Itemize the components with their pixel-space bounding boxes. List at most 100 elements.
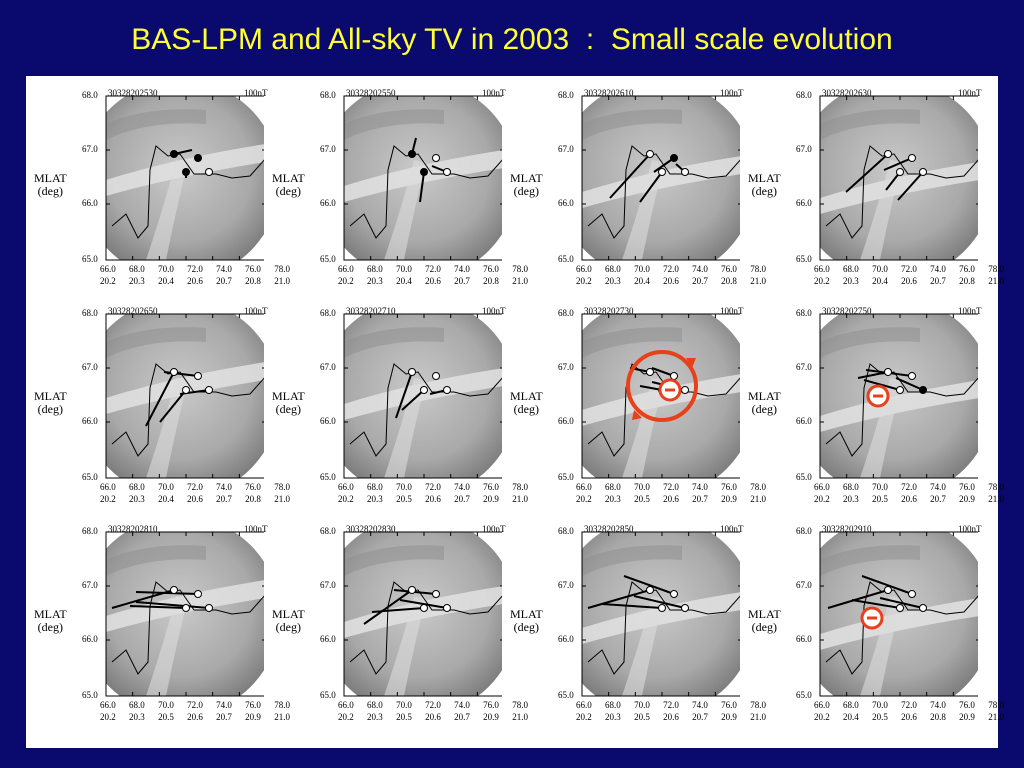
x-tick-label: 20.5 — [158, 712, 174, 722]
x-tick-label: 20.3 — [129, 276, 145, 286]
y-axis-label: MLAT (deg) — [272, 607, 305, 634]
x-tick-label: 78.0 — [988, 482, 1004, 492]
x-tick-label: 66.0 — [338, 700, 354, 710]
allsky-panel: 30328202750 100nT MLAT (deg) 68.0 67.0 66.0 65.… — [740, 298, 1004, 518]
x-tick-label: 74.0 — [216, 482, 232, 492]
x-tick-label: 72.0 — [425, 482, 441, 492]
x-tick-label: 76.0 — [721, 264, 737, 274]
station-marker — [908, 154, 916, 162]
y-tick-label: 68.0 — [82, 526, 98, 536]
station-marker — [432, 372, 440, 380]
panel-timestamp: 30328202910 — [822, 524, 872, 534]
x-tick-row-top: 66.0 68.0 70.0 72.0 74.0 76.0 78.0 — [100, 700, 290, 710]
x-tick-label: 68.0 — [129, 700, 145, 710]
station-marker — [194, 154, 202, 162]
y-tick-label: 66.0 — [558, 416, 574, 426]
x-tick-label: 70.0 — [634, 482, 650, 492]
x-tick-label: 20.9 — [721, 494, 737, 504]
x-tick-label: 20.9 — [959, 494, 975, 504]
y-tick-label: 68.0 — [796, 526, 812, 536]
x-tick-label: 20.6 — [425, 712, 441, 722]
x-tick-label: 76.0 — [721, 482, 737, 492]
y-axis-label: MLAT (deg) — [272, 171, 305, 198]
x-tick-label: 70.0 — [158, 482, 174, 492]
x-tick-label: 74.0 — [692, 700, 708, 710]
station-marker — [420, 604, 428, 612]
y-tick-label: 66.0 — [558, 198, 574, 208]
x-tick-label: 78.0 — [750, 482, 766, 492]
x-tick-label: 70.0 — [158, 700, 174, 710]
x-tick-label: 78.0 — [512, 264, 528, 274]
x-tick-row-bottom: 20.2 20.3 20.4 20.6 20.7 20.8 21.0 — [100, 276, 290, 286]
station-marker — [443, 168, 451, 176]
y-tick-label: 67.0 — [320, 144, 336, 154]
x-tick-label: 74.0 — [454, 700, 470, 710]
x-tick-label: 20.5 — [872, 712, 888, 722]
y-tick-label: 66.0 — [82, 198, 98, 208]
scale-label: 100nT — [482, 306, 506, 316]
x-tick-label: 20.7 — [216, 494, 232, 504]
scale-label: 100nT — [720, 524, 744, 534]
x-tick-label: 21.0 — [988, 712, 1004, 722]
x-tick-row-bottom: 20.2 20.3 20.5 20.6 20.7 20.9 21.0 — [100, 712, 290, 722]
station-marker — [408, 586, 416, 594]
x-tick-row-top: 66.0 68.0 70.0 72.0 74.0 76.0 78.0 — [576, 482, 766, 492]
station-marker — [919, 386, 927, 394]
x-tick-label: 78.0 — [512, 700, 528, 710]
x-tick-label: 20.3 — [129, 712, 145, 722]
allsky-panel: 30328202830 100nT MLAT (deg) 68.0 67.0 66.0 65.… — [264, 516, 528, 736]
x-tick-label: 72.0 — [663, 700, 679, 710]
x-tick-label: 68.0 — [843, 264, 859, 274]
allsky-panel: 30328202850 100nT MLAT (deg) 68.0 67.0 66.0 65.… — [502, 516, 766, 736]
allsky-panel: 30328202710 100nT MLAT (deg) 68.0 67.0 66.0 65.… — [264, 298, 528, 518]
x-tick-label: 78.0 — [750, 700, 766, 710]
x-tick-row-top: 66.0 68.0 70.0 72.0 74.0 76.0 78.0 — [814, 700, 1004, 710]
y-tick-label: 67.0 — [558, 144, 574, 154]
x-tick-label: 20.9 — [959, 712, 975, 722]
x-tick-label: 66.0 — [814, 700, 830, 710]
x-tick-label: 72.0 — [663, 482, 679, 492]
x-tick-label: 20.9 — [721, 712, 737, 722]
x-tick-label: 20.2 — [814, 712, 830, 722]
scale-label: 100nT — [244, 524, 268, 534]
panel-timestamp: 30328202650 — [108, 306, 158, 316]
x-tick-row-top: 66.0 68.0 70.0 72.0 74.0 76.0 78.0 — [100, 482, 290, 492]
station-marker — [658, 168, 666, 176]
y-tick-label: 66.0 — [796, 198, 812, 208]
x-tick-label: 68.0 — [605, 482, 621, 492]
x-tick-row-bottom: 20.2 20.4 20.5 20.6 20.8 20.9 21.0 — [814, 712, 1004, 722]
scale-label: 100nT — [720, 306, 744, 316]
x-tick-label: 20.7 — [454, 494, 470, 504]
x-tick-label: 20.7 — [216, 712, 232, 722]
x-tick-row-top: 66.0 68.0 70.0 72.0 74.0 76.0 78.0 — [338, 700, 528, 710]
y-tick-label: 66.0 — [82, 416, 98, 426]
x-tick-label: 78.0 — [274, 700, 290, 710]
x-tick-label: 20.8 — [245, 276, 261, 286]
station-marker — [194, 372, 202, 380]
x-tick-row-top: 66.0 68.0 70.0 72.0 74.0 76.0 78.0 — [814, 264, 1004, 274]
x-tick-label: 74.0 — [216, 700, 232, 710]
y-tick-label: 68.0 — [558, 526, 574, 536]
station-marker — [432, 154, 440, 162]
y-tick-label: 68.0 — [320, 526, 336, 536]
station-marker — [884, 586, 892, 594]
x-tick-label: 20.3 — [843, 276, 859, 286]
x-tick-label: 72.0 — [187, 700, 203, 710]
allsky-image — [581, 95, 740, 261]
x-tick-label: 20.5 — [872, 494, 888, 504]
panel-timestamp: 30328202850 — [584, 524, 634, 534]
allsky-image — [343, 313, 502, 479]
y-tick-label: 65.0 — [796, 254, 812, 264]
x-tick-label: 66.0 — [100, 482, 116, 492]
station-marker — [182, 386, 190, 394]
x-tick-label: 70.0 — [872, 482, 888, 492]
x-tick-label: 20.7 — [692, 276, 708, 286]
x-tick-label: 74.0 — [216, 264, 232, 274]
x-tick-label: 20.6 — [425, 494, 441, 504]
panel-timestamp: 30328202550 — [346, 88, 396, 98]
y-tick-label: 65.0 — [320, 254, 336, 264]
station-marker — [205, 604, 213, 612]
x-tick-label: 20.2 — [814, 494, 830, 504]
x-tick-label: 20.8 — [721, 276, 737, 286]
x-tick-label: 74.0 — [454, 264, 470, 274]
